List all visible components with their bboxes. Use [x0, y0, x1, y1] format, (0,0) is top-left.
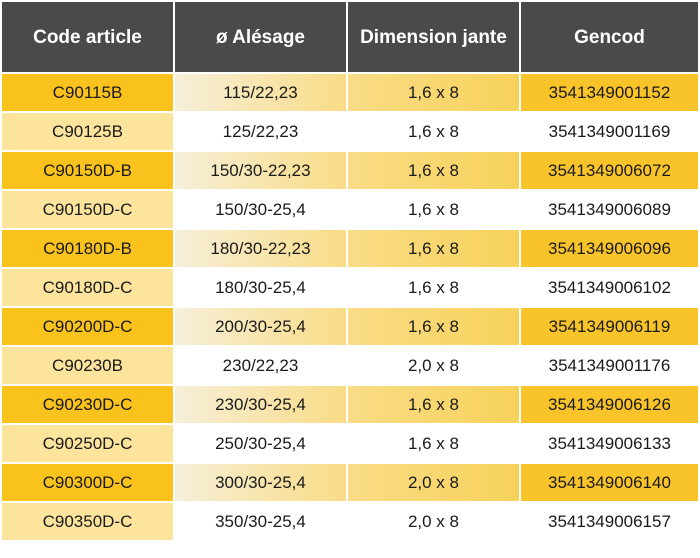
table-row: C90230B 230/22,23 2,0 x 8 3541349001176: [2, 347, 698, 384]
cell-gencod: 3541349006089: [520, 191, 698, 228]
table-body: C90115B 115/22,23 1,6 x 8 3541349001152 C901…: [2, 74, 698, 540]
cell-gencod: 3541349001152: [520, 74, 698, 111]
cell-dimension-jante: 1,6 x 8: [347, 425, 519, 462]
cell-code-article: C90300D-C: [2, 464, 173, 501]
cell-code-article: C90200D-C: [2, 308, 173, 345]
cell-dimension-jante: 1,6 x 8: [347, 230, 519, 267]
cell-code-article: C90150D-C: [2, 191, 173, 228]
cell-dimension-jante: 2,0 x 8: [347, 503, 519, 540]
cell-gencod: 3541349001176: [520, 347, 698, 384]
cell-code-article: C90115B: [2, 74, 173, 111]
cell-alesage: 200/30-25,4: [174, 308, 346, 345]
cell-alesage: 150/30-22,23: [174, 152, 346, 189]
cell-dimension-jante: 1,6 x 8: [347, 113, 519, 150]
cell-alesage: 250/30-25,4: [174, 425, 346, 462]
header-alesage: ø Alésage: [174, 2, 346, 72]
table-row: C90115B 115/22,23 1,6 x 8 3541349001152: [2, 74, 698, 111]
cell-gencod: 3541349006157: [520, 503, 698, 540]
cell-gencod: 3541349006133: [520, 425, 698, 462]
table-row: C90125B 125/22,23 1,6 x 8 3541349001169: [2, 113, 698, 150]
cell-code-article: C90230D-C: [2, 386, 173, 423]
table-row: C90230D-C 230/30-25,4 1,6 x 8 3541349006126: [2, 386, 698, 423]
header-gencod: Gencod: [520, 2, 698, 72]
table-row: C90200D-C 200/30-25,4 1,6 x 8 3541349006119: [2, 308, 698, 345]
cell-dimension-jante: 1,6 x 8: [347, 152, 519, 189]
cell-gencod: 3541349006072: [520, 152, 698, 189]
cell-dimension-jante: 2,0 x 8: [347, 347, 519, 384]
cell-code-article: C90125B: [2, 113, 173, 150]
cell-gencod: 3541349006096: [520, 230, 698, 267]
cell-code-article: C90350D-C: [2, 503, 173, 540]
cell-dimension-jante: 1,6 x 8: [347, 74, 519, 111]
cell-alesage: 180/30-22,23: [174, 230, 346, 267]
table-header: Code article ø Alésage Dimension jante G…: [2, 2, 698, 72]
cell-gencod: 3541349006102: [520, 269, 698, 306]
product-table: Code article ø Alésage Dimension jante G…: [2, 2, 698, 540]
cell-gencod: 3541349006119: [520, 308, 698, 345]
cell-alesage: 230/22,23: [174, 347, 346, 384]
cell-gencod: 3541349006126: [520, 386, 698, 423]
cell-dimension-jante: 2,0 x 8: [347, 464, 519, 501]
cell-dimension-jante: 1,6 x 8: [347, 308, 519, 345]
cell-alesage: 150/30-25,4: [174, 191, 346, 228]
table-row: C90300D-C 300/30-25,4 2,0 x 8 3541349006140: [2, 464, 698, 501]
cell-alesage: 180/30-25,4: [174, 269, 346, 306]
cell-alesage: 230/30-25,4: [174, 386, 346, 423]
table-row: C90180D-B 180/30-22,23 1,6 x 8 354134900609…: [2, 230, 698, 267]
cell-code-article: C90230B: [2, 347, 173, 384]
cell-code-article: C90180D-C: [2, 269, 173, 306]
table-row: C90150D-B 150/30-22,23 1,6 x 8 354134900607…: [2, 152, 698, 189]
cell-gencod: 3541349006140: [520, 464, 698, 501]
header-dimension-jante: Dimension jante: [347, 2, 519, 72]
header-row: Code article ø Alésage Dimension jante G…: [2, 2, 698, 72]
cell-alesage: 300/30-25,4: [174, 464, 346, 501]
cell-alesage: 125/22,23: [174, 113, 346, 150]
cell-code-article: C90250D-C: [2, 425, 173, 462]
cell-code-article: C90150D-B: [2, 152, 173, 189]
cell-alesage: 115/22,23: [174, 74, 346, 111]
cell-code-article: C90180D-B: [2, 230, 173, 267]
cell-alesage: 350/30-25,4: [174, 503, 346, 540]
header-code-article: Code article: [2, 2, 173, 72]
table-row: C90350D-C 350/30-25,4 2,0 x 8 3541349006157: [2, 503, 698, 540]
cell-dimension-jante: 1,6 x 8: [347, 191, 519, 228]
cell-dimension-jante: 1,6 x 8: [347, 386, 519, 423]
cell-gencod: 3541349001169: [520, 113, 698, 150]
table-row: C90150D-C 150/30-25,4 1,6 x 8 3541349006089: [2, 191, 698, 228]
table-row: C90180D-C 180/30-25,4 1,6 x 8 3541349006102: [2, 269, 698, 306]
table-row: C90250D-C 250/30-25,4 1,6 x 8 3541349006133: [2, 425, 698, 462]
cell-dimension-jante: 1,6 x 8: [347, 269, 519, 306]
